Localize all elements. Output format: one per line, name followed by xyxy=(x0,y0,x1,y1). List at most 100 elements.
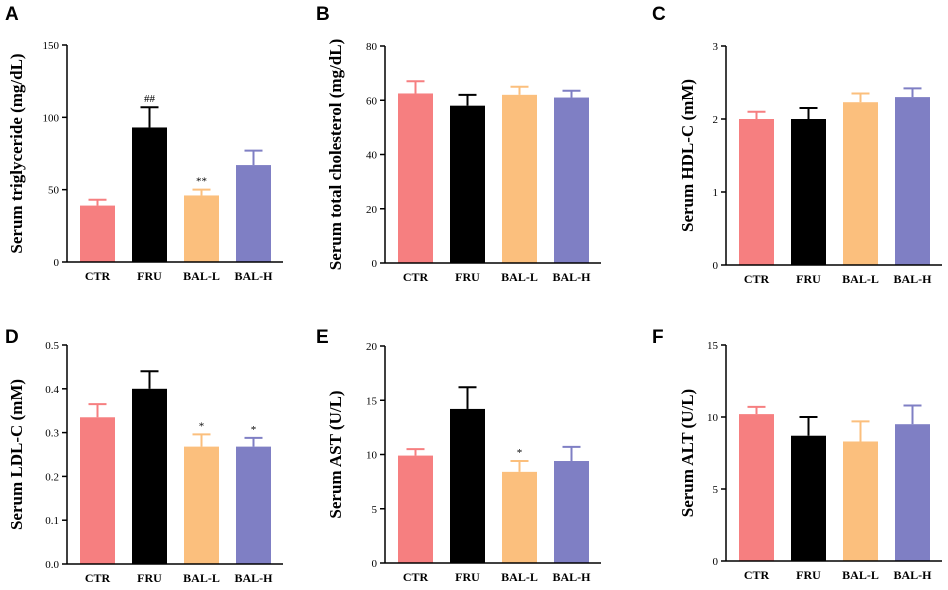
y-tick-label: 0 xyxy=(54,257,60,269)
panel-letter: E xyxy=(316,327,329,348)
y-tick-label: 10 xyxy=(366,450,378,462)
y-tick-label: 0 xyxy=(713,260,719,272)
y-axis-label: Serum AST (U/L) xyxy=(326,390,345,518)
y-tick-label: 0 xyxy=(713,556,719,568)
significance-mark: ## xyxy=(144,93,156,105)
y-tick-label: 80 xyxy=(366,41,378,53)
y-tick-label: 10 xyxy=(707,412,719,424)
bar-ctr xyxy=(398,93,433,263)
bar-bal-h xyxy=(895,424,930,561)
bar-bal-l xyxy=(502,94,537,263)
x-tick-label: BAL-H xyxy=(552,270,591,284)
y-tick-label: 0.4 xyxy=(45,384,59,396)
bar-bal-l xyxy=(502,471,537,563)
y-tick-label: 15 xyxy=(366,395,378,407)
x-tick-label: FRU xyxy=(137,571,162,585)
bar-bal-h xyxy=(236,446,271,564)
x-tick-label: BAL-H xyxy=(552,570,591,584)
bar-bal-l xyxy=(184,446,219,564)
y-tick-label: 50 xyxy=(48,185,60,197)
y-tick-label: 0.2 xyxy=(45,471,59,483)
bar-fru xyxy=(791,435,826,561)
panel-letter: B xyxy=(316,4,330,25)
chart-panel-a: A Serum triglyceride (mg/dL) 0 50 100 150 CTR F… xyxy=(5,4,283,283)
significance-mark: * xyxy=(517,447,523,459)
y-axis-label: Serum LDL-C (mM) xyxy=(7,379,26,530)
x-tick-label: CTR xyxy=(744,272,770,286)
x-tick-label: BAL-H xyxy=(234,269,273,283)
bar-bal-h xyxy=(236,165,271,262)
bar-ctr xyxy=(739,119,774,265)
chart-panel-c: C Serum HDL-C (mM) 0 1 2 3 CTR FRU BAL-L BAL-H xyxy=(652,4,942,286)
panel-letter: D xyxy=(5,327,19,348)
y-tick-label: 1 xyxy=(713,187,719,199)
y-tick-label: 150 xyxy=(43,40,60,52)
bar-bal-h xyxy=(554,461,589,563)
y-tick-label: 5 xyxy=(713,484,719,496)
x-tick-label: CTR xyxy=(744,568,770,582)
panel-letter: A xyxy=(5,4,19,25)
y-tick-label: 0 xyxy=(372,258,378,270)
x-tick-label: CTR xyxy=(403,570,429,584)
x-tick-label: CTR xyxy=(85,269,111,283)
y-tick-label: 60 xyxy=(366,95,378,107)
bar-bal-l xyxy=(843,102,878,266)
y-tick-label: 0.1 xyxy=(45,515,59,527)
bar-bal-l xyxy=(184,195,219,262)
x-tick-label: FRU xyxy=(137,269,162,283)
x-tick-label: BAL-H xyxy=(893,272,932,286)
y-axis-label: Serum triglyceride (mg/dL) xyxy=(7,53,26,253)
y-tick-label: 0.0 xyxy=(45,559,59,571)
y-tick-label: 15 xyxy=(707,340,719,352)
x-tick-label: BAL-L xyxy=(183,571,220,585)
bar-ctr xyxy=(80,417,115,564)
y-tick-label: 20 xyxy=(366,204,378,216)
x-tick-label: CTR xyxy=(403,270,429,284)
bar-bal-h xyxy=(554,97,589,263)
x-tick-label: BAL-L xyxy=(842,272,879,286)
y-tick-label: 5 xyxy=(372,504,378,516)
x-tick-label: BAL-L xyxy=(183,269,220,283)
bar-bal-l xyxy=(843,441,878,561)
bar-fru xyxy=(132,127,167,263)
y-tick-label: 40 xyxy=(366,150,378,162)
chart-panel-f: F Serum ALT (U/L) 0 5 10 15 CTR FRU BAL-L BAL-H xyxy=(652,327,942,582)
y-tick-label: 20 xyxy=(366,341,378,353)
x-tick-label: BAL-H xyxy=(234,571,273,585)
x-tick-label: FRU xyxy=(455,570,480,584)
x-tick-label: FRU xyxy=(796,568,821,582)
bar-ctr xyxy=(739,414,774,561)
bar-ctr xyxy=(80,205,115,262)
bar-fru xyxy=(450,408,485,563)
x-tick-label: FRU xyxy=(796,272,821,286)
y-tick-label: 2 xyxy=(713,114,719,126)
significance-mark: * xyxy=(251,424,257,436)
y-tick-label: 0.3 xyxy=(45,428,59,440)
chart-panel-d: D Serum LDL-C (mM) 0.0 0.1 0.2 0.3 0.4 0.5 CTR FR… xyxy=(5,327,283,585)
y-tick-label: 0.5 xyxy=(45,340,59,352)
significance-mark: * xyxy=(199,420,205,432)
bar-fru xyxy=(791,119,826,265)
x-tick-label: BAL-H xyxy=(893,568,932,582)
y-tick-label: 100 xyxy=(43,112,60,124)
chart-panel-b: B Serum total cholesterol (mg/dL) 0 20 40 60 8… xyxy=(316,4,601,284)
y-tick-label: 3 xyxy=(713,41,719,53)
x-tick-label: FRU xyxy=(455,270,480,284)
y-axis-label: Serum total cholesterol (mg/dL) xyxy=(326,39,345,271)
bar-ctr xyxy=(398,455,433,563)
y-axis-label: Serum ALT (U/L) xyxy=(678,389,697,517)
bar-fru xyxy=(450,105,485,263)
chart-panel-e: E Serum AST (U/L) 0 5 10 15 20 CTR FRU BAL-L * BAL-… xyxy=(316,327,601,584)
x-tick-label: BAL-L xyxy=(501,270,538,284)
bar-bal-h xyxy=(895,97,930,265)
significance-mark: ** xyxy=(196,176,207,188)
bar-fru xyxy=(132,388,167,564)
x-tick-label: BAL-L xyxy=(501,570,538,584)
x-tick-label: BAL-L xyxy=(842,568,879,582)
y-axis-label: Serum HDL-C (mM) xyxy=(678,79,697,232)
panel-letter: F xyxy=(652,327,664,348)
x-tick-label: CTR xyxy=(85,571,111,585)
y-tick-label: 0 xyxy=(372,558,378,570)
panel-letter: C xyxy=(652,4,666,25)
